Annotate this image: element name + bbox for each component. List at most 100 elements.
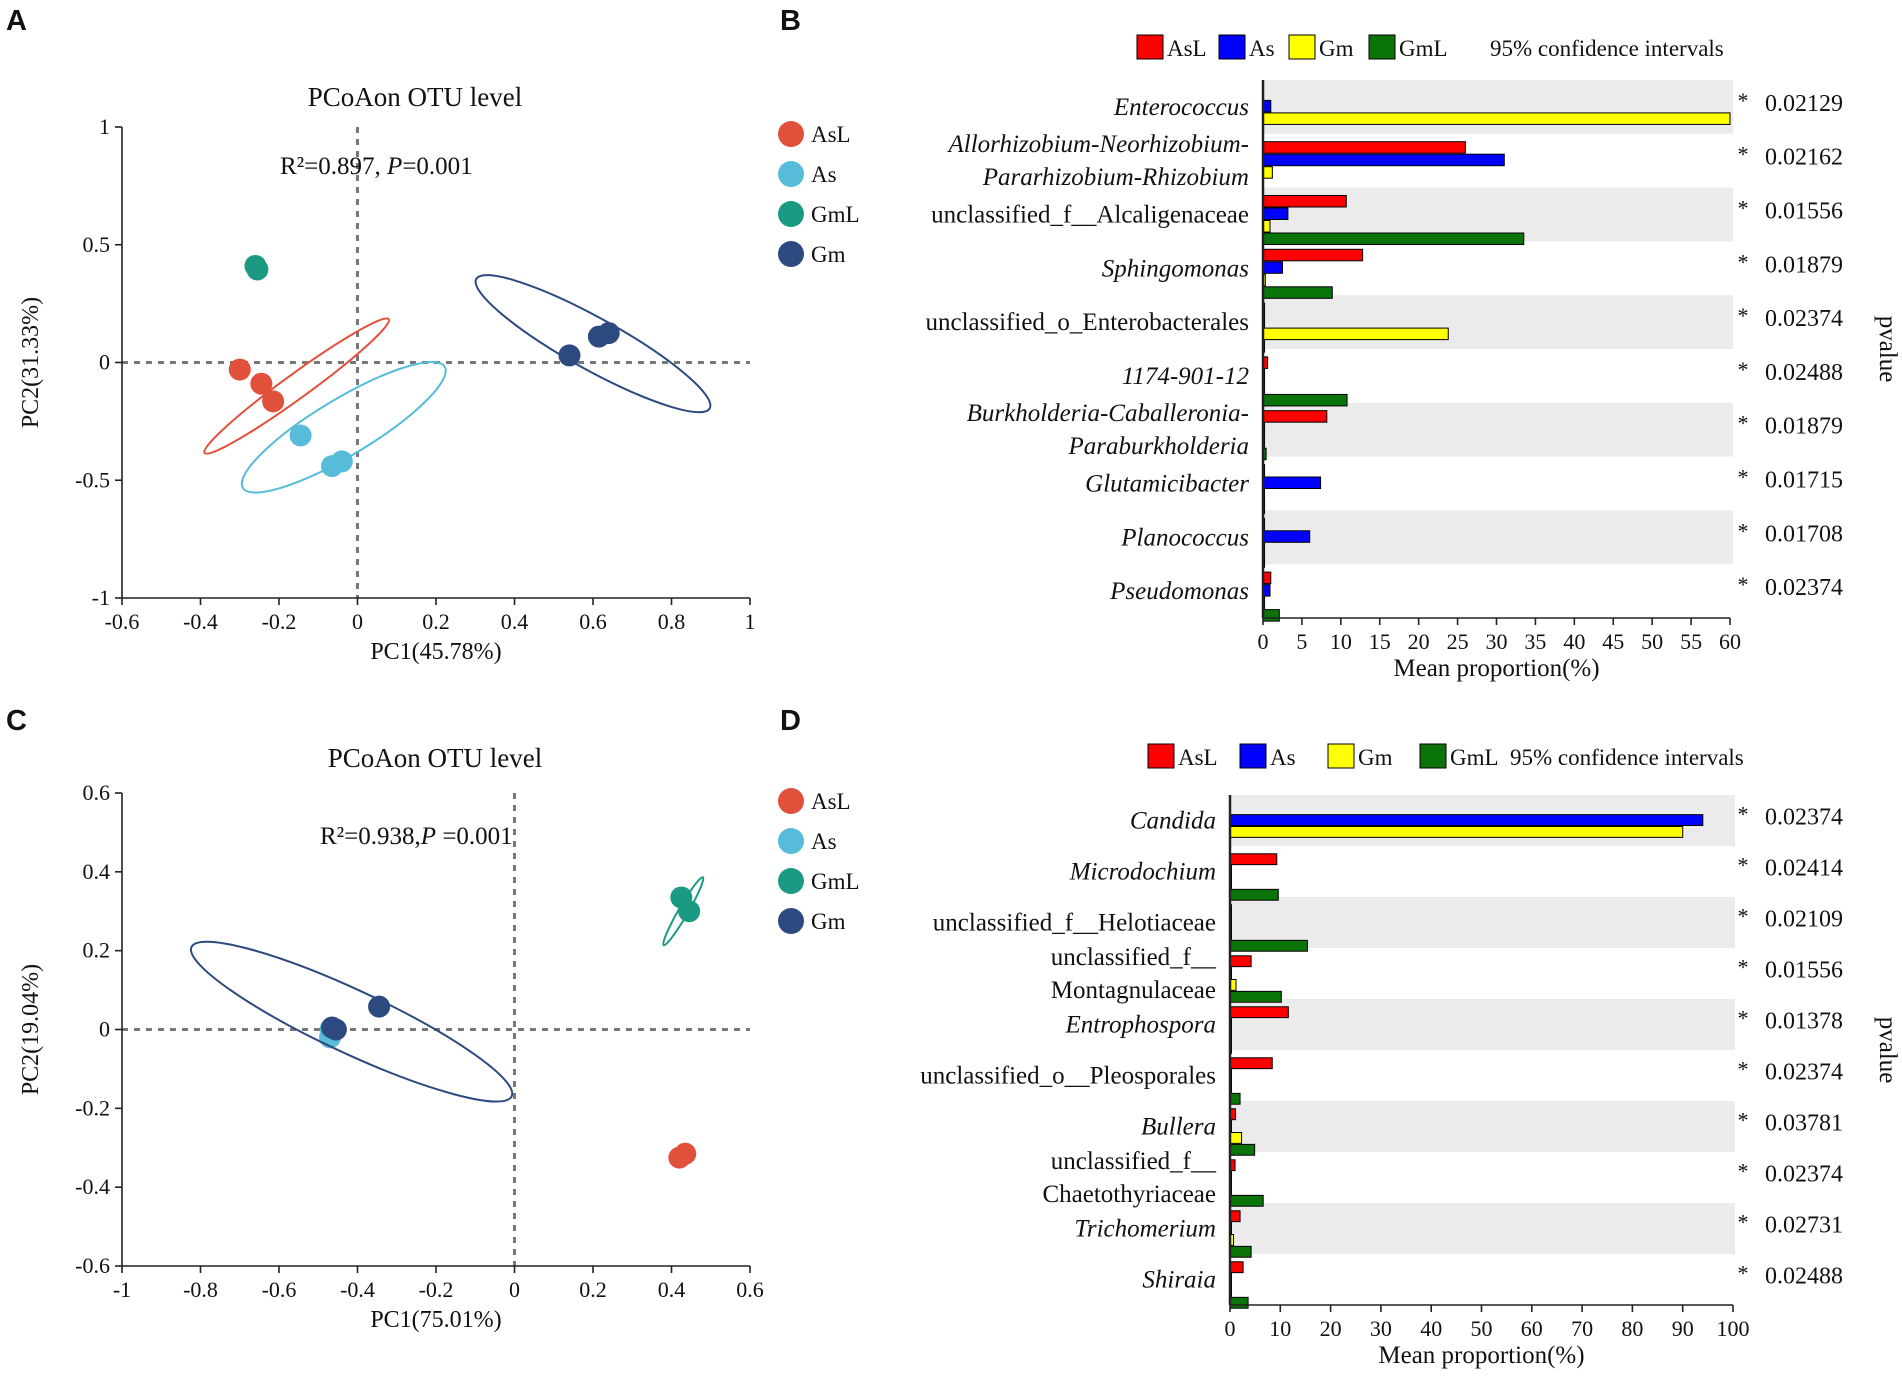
bar-asl bbox=[1262, 410, 1328, 423]
y-tick-label: 0 bbox=[99, 350, 110, 375]
x-tick-label: 55 bbox=[1680, 629, 1702, 654]
p-value-label: 0.02374 bbox=[1765, 1060, 1843, 1086]
x-tick-label: -0.2 bbox=[419, 1277, 454, 1302]
bar-gml bbox=[1262, 393, 1348, 407]
p-value: =0.001 bbox=[436, 823, 513, 850]
x-tick-label: 0.2 bbox=[579, 1277, 607, 1302]
bar-chart-bacteria: AsL As Gm GmL 95% confidence intervals Entero… bbox=[926, 34, 1901, 682]
bar-gml bbox=[1229, 990, 1282, 1003]
confidence-ellipse-asl bbox=[203, 317, 391, 455]
bar-gml bbox=[1262, 286, 1333, 299]
confidence-ellipse-gm bbox=[474, 274, 712, 414]
category-label: Bullera bbox=[1141, 1114, 1216, 1141]
data-point-gm bbox=[558, 344, 581, 367]
p-value-label: 0.02374 bbox=[1765, 306, 1843, 332]
category-label-line: Sphingomonas bbox=[1102, 255, 1249, 282]
bar-as bbox=[1229, 814, 1704, 826]
legend-confidence-interval: 95% confidence intervals bbox=[1510, 745, 1744, 770]
bar-gml bbox=[1262, 232, 1525, 246]
legend-label: Gm bbox=[811, 909, 846, 934]
category-label-line: Glutamicibacter bbox=[1085, 471, 1249, 498]
data-point-gm bbox=[597, 322, 620, 345]
legend-marker-gml bbox=[778, 201, 804, 227]
y-tick-label: 0 bbox=[99, 1017, 110, 1042]
data-point-asl bbox=[674, 1142, 697, 1165]
legend-label: AsL bbox=[1167, 36, 1207, 61]
x-tick-label: 0 bbox=[1258, 629, 1269, 654]
y-tick-label: -0.4 bbox=[75, 1174, 110, 1199]
significance-star: * bbox=[1738, 411, 1749, 436]
significance-star: * bbox=[1738, 802, 1749, 827]
bar-gml bbox=[1229, 1296, 1249, 1309]
data-point-as bbox=[289, 424, 312, 447]
category-label: Candida bbox=[1130, 808, 1216, 835]
pcoa-chart-bacteria: PCoAon OTU level -0.6 -0.4 -0.2 0 0.2 0.4 0.6 0.… bbox=[18, 82, 860, 665]
data-point-asl bbox=[250, 372, 273, 395]
significance-star: * bbox=[1738, 1006, 1749, 1031]
x-tick-label: -0.2 bbox=[262, 609, 297, 634]
data-point-gm bbox=[368, 995, 391, 1018]
x-tick-label: 40 bbox=[1420, 1316, 1442, 1341]
p-value-label: 0.02374 bbox=[1765, 575, 1843, 601]
significance-star: * bbox=[1738, 357, 1749, 382]
p-value: =0.001 bbox=[402, 153, 472, 180]
category-label: Allorhizobium-Neorhizobium- Pararhizobium… bbox=[947, 131, 1250, 191]
legend-marker-as bbox=[778, 161, 804, 187]
row-stripe bbox=[1263, 402, 1733, 457]
r2-annotation: R²=0.938,P =0.001 bbox=[320, 823, 513, 850]
category-label: Trichomerium bbox=[1074, 1216, 1216, 1243]
x-tick-label: 1 bbox=[745, 609, 756, 634]
significance-star: * bbox=[1738, 465, 1749, 490]
data-point-gml bbox=[246, 258, 269, 281]
x-tick-label: 35 bbox=[1524, 629, 1546, 654]
legend-swatch-gml bbox=[1368, 34, 1396, 60]
bar-gml bbox=[1229, 1245, 1252, 1258]
significance-star: * bbox=[1738, 853, 1749, 878]
p-value-label: 0.02488 bbox=[1765, 1264, 1843, 1290]
legend-marker-gm bbox=[778, 908, 804, 934]
x-axis-label: Mean proportion(%) bbox=[1378, 1342, 1584, 1369]
row-stripe bbox=[1230, 999, 1735, 1050]
x-tick-label: 60 bbox=[1719, 629, 1741, 654]
category-label: Planococcus bbox=[1120, 524, 1249, 551]
bar-gml bbox=[1229, 1092, 1241, 1105]
row-stripe bbox=[1263, 80, 1733, 134]
category-label-line: Bullera bbox=[1141, 1114, 1216, 1141]
panel-label-c: C bbox=[6, 705, 27, 737]
x-tick-label: 15 bbox=[1369, 629, 1391, 654]
bar-asl bbox=[1262, 194, 1347, 208]
category-label: Glutamicibacter bbox=[1085, 471, 1249, 498]
category-label: 1174-901-12 bbox=[1122, 363, 1249, 390]
legend-label: GmL bbox=[811, 202, 860, 227]
bar-as bbox=[1262, 261, 1283, 274]
legend-label: AsL bbox=[811, 122, 851, 147]
category-label-line: unclassified_f__Helotiaceae bbox=[933, 910, 1216, 937]
category-label-line: unclassified_o__Pleosporales bbox=[920, 1063, 1216, 1090]
legend-marker-gml bbox=[778, 868, 804, 894]
p-value-label: 0.01556 bbox=[1765, 958, 1843, 984]
row-stripe bbox=[1263, 295, 1733, 349]
significance-star: * bbox=[1738, 142, 1749, 167]
r2-value: R²=0.938, bbox=[320, 823, 421, 850]
x-tick-label: 0.4 bbox=[501, 609, 529, 634]
legend-swatch-gml bbox=[1419, 743, 1447, 769]
category-label: Enterococcus bbox=[1113, 94, 1249, 121]
x-tick-label: 0 bbox=[1225, 1316, 1236, 1341]
x-tick-label: -0.4 bbox=[340, 1277, 375, 1302]
significance-star: * bbox=[1738, 1159, 1749, 1184]
significance-star: * bbox=[1738, 196, 1749, 221]
x-tick-label: 0.8 bbox=[658, 609, 686, 634]
category-label-line: Candida bbox=[1130, 808, 1216, 835]
significance-star: * bbox=[1738, 303, 1749, 328]
row-stripe bbox=[1230, 1203, 1735, 1254]
p-value-label: 0.02488 bbox=[1765, 360, 1843, 386]
category-label: unclassified_o__Pleosporales bbox=[920, 1063, 1216, 1090]
x-tick-label: -0.8 bbox=[183, 1277, 218, 1302]
legend-swatch-gm bbox=[1288, 34, 1316, 60]
bar-gm bbox=[1262, 166, 1273, 179]
panel-label-d: D bbox=[780, 705, 801, 737]
category-label-line: unclassified_o_Enterobacterales bbox=[926, 309, 1249, 336]
category-label-line: Trichomerium bbox=[1074, 1216, 1216, 1243]
r2-value: R²=0.897, bbox=[280, 153, 387, 180]
